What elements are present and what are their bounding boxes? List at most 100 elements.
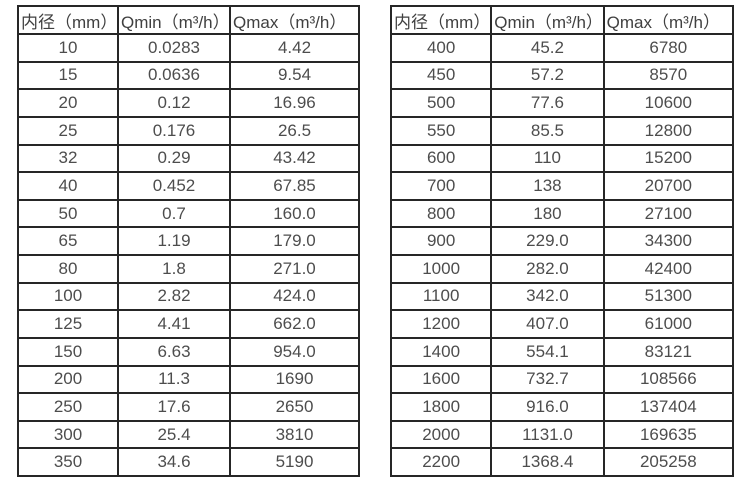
cell: 424.0 — [229, 281, 360, 312]
table-row: 32 0.29 43.42 — [17, 143, 360, 174]
cell: 15 — [17, 60, 119, 91]
table-row: 1800 916.0 137404 — [389, 392, 735, 422]
cell: 250 — [17, 392, 119, 422]
cell: 11.3 — [117, 364, 231, 395]
cell: 0.7 — [117, 198, 231, 229]
cell: 9.54 — [229, 60, 360, 91]
table-row: 250 17.6 2650 — [17, 392, 360, 422]
cell: 1.8 — [117, 254, 231, 284]
cell: 34300 — [602, 226, 735, 256]
table-row: 150 6.63 954.0 — [17, 336, 360, 367]
flow-spec-table-large-diameters: 内径（mm） Qmin（m³/h） Qmax（m³/h） 400 45.2 6780 45… — [389, 5, 735, 477]
cell: 1131.0 — [490, 419, 605, 450]
table-row: 450 57.2 8570 — [389, 60, 735, 91]
cell: 450 — [389, 60, 493, 91]
cell: 700 — [389, 171, 493, 201]
cell: 51300 — [602, 281, 735, 312]
cell: 80 — [17, 254, 119, 284]
table-row: 700 138 20700 — [389, 171, 735, 201]
cell: 554.1 — [490, 336, 605, 367]
column-header: Qmin（m³/h） — [490, 5, 605, 35]
table-row: 10 0.0283 4.42 — [17, 33, 360, 63]
cell: 2650 — [229, 392, 360, 422]
table-row: 40 0.452 67.85 — [17, 171, 360, 201]
cell: 300 — [17, 419, 119, 450]
header-row: 内径（mm） Qmin（m³/h） Qmax（m³/h） — [17, 5, 360, 35]
cell: 350 — [17, 447, 119, 477]
cell: 180 — [490, 198, 605, 229]
cell: 34.6 — [117, 447, 231, 477]
cell: 500 — [389, 88, 493, 118]
table-row: 600 110 15200 — [389, 143, 735, 174]
table-row: 1200 407.0 61000 — [389, 309, 735, 339]
table-row: 1100 342.0 51300 — [389, 281, 735, 312]
cell: 25 — [17, 115, 119, 146]
cell: 1400 — [389, 336, 493, 367]
cell: 916.0 — [490, 392, 605, 422]
table-row: 1600 732.7 108566 — [389, 364, 735, 395]
cell: 271.0 — [229, 254, 360, 284]
cell: 2.82 — [117, 281, 231, 312]
cell: 57.2 — [490, 60, 605, 91]
cell: 10 — [17, 33, 119, 63]
cell: 229.0 — [490, 226, 605, 256]
cell: 1200 — [389, 309, 493, 339]
cell: 125 — [17, 309, 119, 339]
cell: 43.42 — [229, 143, 360, 174]
cell: 3810 — [229, 419, 360, 450]
cell: 2000 — [389, 419, 493, 450]
cell: 32 — [17, 143, 119, 174]
cell: 20 — [17, 88, 119, 118]
table-row: 300 25.4 3810 — [17, 419, 360, 450]
table-row: 50 0.7 160.0 — [17, 198, 360, 229]
cell: 342.0 — [490, 281, 605, 312]
cell: 160.0 — [229, 198, 360, 229]
cell: 0.452 — [117, 171, 231, 201]
cell: 550 — [389, 115, 493, 146]
cell: 45.2 — [490, 33, 605, 63]
cell: 1800 — [389, 392, 493, 422]
cell: 0.12 — [117, 88, 231, 118]
cell: 25.4 — [117, 419, 231, 450]
cell: 4.42 — [229, 33, 360, 63]
table-row: 550 85.5 12800 — [389, 115, 735, 146]
table-row: 65 1.19 179.0 — [17, 226, 360, 256]
cell: 17.6 — [117, 392, 231, 422]
cell: 2200 — [389, 447, 493, 477]
cell: 200 — [17, 364, 119, 395]
cell: 15200 — [602, 143, 735, 174]
cell: 150 — [17, 336, 119, 367]
table-row: 15 0.0636 9.54 — [17, 60, 360, 91]
cell: 110 — [490, 143, 605, 174]
cell: 400 — [389, 33, 493, 63]
table-row: 800 180 27100 — [389, 198, 735, 229]
table-row: 25 0.176 26.5 — [17, 115, 360, 146]
cell: 67.85 — [229, 171, 360, 201]
cell: 662.0 — [229, 309, 360, 339]
cell: 61000 — [602, 309, 735, 339]
cell: 85.5 — [490, 115, 605, 146]
column-header: 内径（mm） — [389, 5, 493, 35]
cell: 179.0 — [229, 226, 360, 256]
cell: 900 — [389, 226, 493, 256]
column-header: 内径（mm） — [17, 5, 119, 35]
cell: 0.176 — [117, 115, 231, 146]
column-header: Qmax（m³/h） — [229, 5, 360, 35]
header-row: 内径（mm） Qmin（m³/h） Qmax（m³/h） — [389, 5, 735, 35]
cell: 77.6 — [490, 88, 605, 118]
cell: 1.19 — [117, 226, 231, 256]
table-row: 20 0.12 16.96 — [17, 88, 360, 118]
table-row: 900 229.0 34300 — [389, 226, 735, 256]
table-row: 400 45.2 6780 — [389, 33, 735, 63]
table-row: 1400 554.1 83121 — [389, 336, 735, 367]
cell: 8570 — [602, 60, 735, 91]
cell: 732.7 — [490, 364, 605, 395]
table-row: 350 34.6 5190 — [17, 447, 360, 477]
cell: 6780 — [602, 33, 735, 63]
table-row: 100 2.82 424.0 — [17, 281, 360, 312]
cell: 5190 — [229, 447, 360, 477]
cell: 83121 — [602, 336, 735, 367]
table-row: 200 11.3 1690 — [17, 364, 360, 395]
cell: 800 — [389, 198, 493, 229]
cell: 65 — [17, 226, 119, 256]
